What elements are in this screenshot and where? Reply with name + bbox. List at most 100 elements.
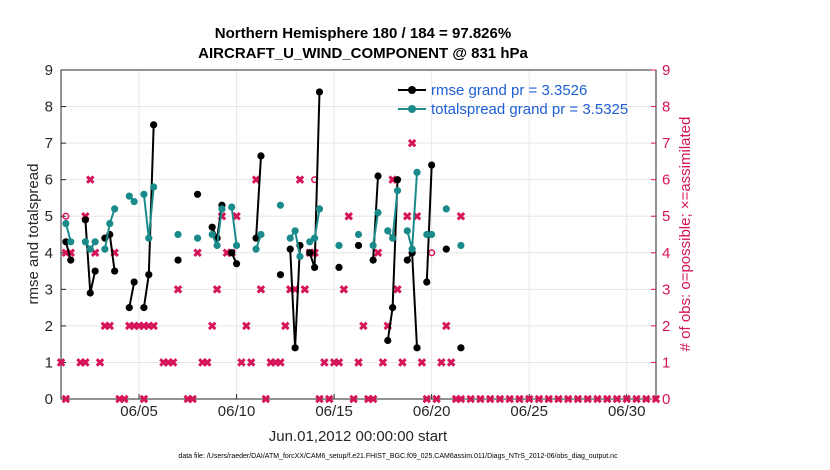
spread-point: [208, 230, 216, 239]
obs-assimilated-stroke: [237, 358, 246, 367]
obs-assimilated-stroke: [622, 394, 631, 404]
spread-line: [103, 208, 116, 250]
obs-assimilated-marker: [651, 394, 661, 404]
rmse-point: [145, 271, 153, 279]
obs-assimilated-marker: [81, 358, 90, 367]
obs-assimilated-marker: [295, 175, 305, 184]
obs-assimilated-stroke: [446, 358, 456, 367]
obs-assimilated-marker: [344, 211, 354, 221]
obs-assimilated-marker: [456, 394, 466, 404]
rmse-point: [111, 267, 119, 275]
obs-possible-marker: [62, 212, 70, 220]
obs-assimilated-stroke: [324, 394, 334, 404]
rmse-point: [125, 304, 133, 312]
rmse-point: [306, 249, 314, 257]
y-right-tick-label: 2: [662, 318, 670, 335]
obs-assimilated-stroke: [168, 358, 178, 367]
obs-assimilated-marker: [632, 394, 641, 404]
y-tick-label: 2: [45, 318, 53, 335]
rmse-point: [67, 256, 75, 264]
obs-assimilated-stroke: [466, 394, 475, 404]
obs-assimilated-marker: [193, 248, 202, 258]
rmse-line: [128, 281, 136, 308]
rmse-point: [311, 263, 319, 271]
obs-assimilated-marker: [86, 175, 95, 184]
axes: 0 0 1 1 2 2 3 3 4 4 5 5 6 6 7 7 8 8 9 9 06/05 06/10 06/15 06/20…: [45, 62, 671, 420]
obs-assimilated-stroke: [485, 394, 495, 404]
spread-point: [81, 238, 89, 246]
spread-point: [369, 241, 377, 250]
obs-assimilated-stroke: [437, 358, 446, 367]
obs-assimilated-stroke: [86, 175, 95, 184]
obs-assimilated-stroke: [524, 394, 534, 404]
obs-assimilated-marker: [232, 211, 241, 221]
spread-point: [286, 234, 294, 242]
rmse-point: [315, 88, 324, 96]
obs-assimilated-marker: [334, 358, 344, 367]
obs-assimilated-marker: [212, 285, 222, 294]
legend-spread-label: totalspread grand pr = 3.5325: [431, 101, 628, 118]
obs-assimilated-marker: [524, 394, 534, 404]
rmse-point: [174, 256, 182, 264]
obs-assimilated-stroke: [251, 175, 261, 184]
rmse-point: [369, 256, 377, 264]
obs-assimilated-marker: [320, 358, 329, 367]
y-tick-label: 7: [45, 135, 53, 152]
obs-assimilated-marker: [476, 394, 485, 404]
rmse-point: [150, 121, 158, 129]
rmse-point: [413, 344, 421, 352]
obs-assimilated-stroke: [173, 285, 183, 294]
obs-assimilated-marker: [534, 394, 544, 404]
y-right-tick-label: 8: [662, 99, 670, 116]
obs-assimilated-stroke: [95, 358, 105, 367]
spread-series: [62, 168, 465, 261]
obs-assimilated-stroke: [417, 358, 427, 367]
obs-assimilated-marker: [417, 358, 427, 367]
rmse-point: [374, 172, 382, 180]
obs-assimilated-stroke: [515, 394, 524, 404]
spread-point: [130, 198, 138, 206]
spread-point: [150, 183, 158, 191]
rmse-line: [84, 219, 97, 294]
x-tick-label: 06/30: [608, 403, 646, 420]
spread-point: [408, 245, 416, 253]
rmse-point: [86, 289, 94, 297]
obs-assimilated-stroke: [422, 394, 432, 404]
legend: rmse grand pr = 3.3526 totalspread grand…: [398, 82, 628, 118]
spread-line: [372, 212, 379, 246]
spread-point: [389, 234, 397, 242]
rmse-point: [354, 241, 363, 250]
x-tick-label: 06/25: [510, 403, 548, 420]
obs-assimilated-stroke: [261, 394, 271, 404]
rmse-point: [208, 223, 216, 231]
y-right-tick-label: 0: [662, 391, 670, 408]
obs-assimilated-marker: [256, 285, 266, 294]
legend-spread-marker: [408, 105, 416, 113]
spread-point: [174, 230, 182, 239]
spread-point: [384, 227, 392, 235]
obs-assimilated-marker: [612, 394, 622, 404]
chart-subtitle: AIRCRAFT_U_WIND_COMPONENT @ 831 hPa: [198, 45, 528, 62]
obs-assimilated-marker: [251, 175, 261, 184]
y-right-tick-label: 7: [662, 135, 670, 152]
obs-assimilated-stroke: [573, 394, 583, 404]
spread-point: [374, 208, 382, 217]
obs-assimilated-stroke: [393, 285, 402, 294]
obs-assimilated-stroke: [612, 394, 622, 404]
spread-point: [276, 201, 285, 209]
obs-assimilated-marker: [281, 321, 290, 331]
obs-assimilated-stroke: [300, 285, 310, 294]
obs-assimilated-marker: [246, 358, 256, 367]
obs-assimilated-marker: [149, 321, 158, 331]
obs-assimilated-marker: [203, 358, 212, 367]
obs-assimilated-stroke: [407, 138, 417, 148]
obs-assimilated-marker: [261, 394, 271, 404]
obs-assimilated-stroke: [593, 394, 602, 404]
obs-assimilated-stroke: [359, 321, 368, 331]
obs-assimilated-stroke: [203, 358, 212, 367]
spread-point: [228, 203, 236, 211]
legend-rmse-label: rmse grand pr = 3.3526: [431, 82, 587, 99]
series: [62, 88, 465, 352]
obs-assimilated-stroke: [193, 248, 202, 258]
